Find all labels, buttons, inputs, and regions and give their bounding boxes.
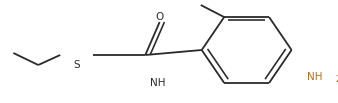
Text: O: O bbox=[155, 12, 164, 22]
Text: 2: 2 bbox=[335, 75, 338, 84]
Text: S: S bbox=[73, 60, 80, 70]
Text: NH: NH bbox=[150, 78, 166, 88]
Text: NH: NH bbox=[307, 72, 322, 82]
